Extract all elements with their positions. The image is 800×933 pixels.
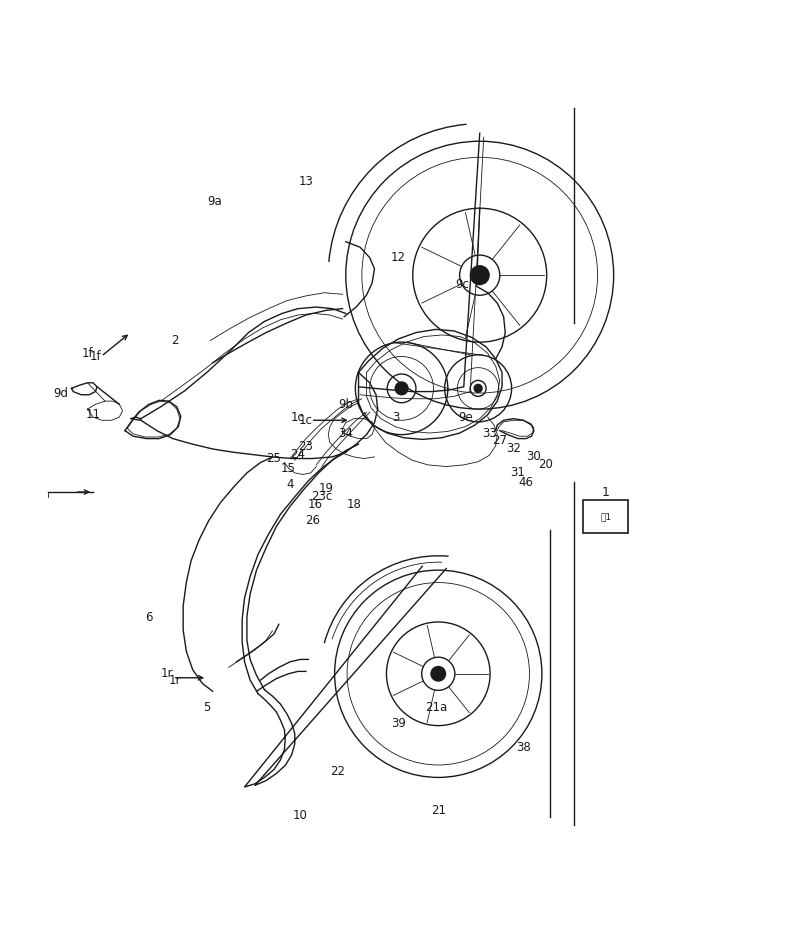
Text: 24: 24 [290,448,306,461]
Text: 16: 16 [307,498,322,511]
Text: 23c: 23c [311,491,333,503]
Text: 33: 33 [482,426,497,439]
Text: 1f: 1f [90,350,102,363]
Text: 9d: 9d [54,386,69,399]
Text: 18: 18 [346,498,361,511]
Text: 図1: 図1 [600,512,611,522]
Text: 9b: 9b [338,397,354,411]
Text: 21a: 21a [425,701,447,714]
Text: 10: 10 [293,809,308,822]
Text: 21: 21 [430,804,446,817]
Text: 9c: 9c [455,278,469,291]
Text: 38: 38 [516,741,531,754]
Text: 5: 5 [203,701,210,714]
Circle shape [431,666,446,681]
Text: 9a: 9a [208,195,222,208]
Text: 31: 31 [510,466,526,480]
Text: 1r: 1r [160,667,173,680]
Text: 1c: 1c [290,411,304,424]
Text: 34: 34 [338,426,354,439]
Text: 46: 46 [518,476,534,489]
Text: 1r: 1r [169,674,182,687]
Text: 9e: 9e [458,411,473,424]
Text: 1c: 1c [299,413,313,426]
Text: 32: 32 [506,442,521,455]
Text: 12: 12 [391,251,406,264]
Circle shape [470,266,489,285]
Text: 3: 3 [392,411,400,424]
Text: 23: 23 [298,440,314,453]
Text: 2: 2 [171,334,179,347]
Text: 39: 39 [391,717,406,730]
Circle shape [395,382,408,395]
Text: 11: 11 [86,408,101,421]
Text: 26: 26 [305,514,320,527]
FancyBboxPatch shape [583,500,628,534]
Text: 20: 20 [538,458,553,471]
Text: 22: 22 [330,764,346,777]
Text: 6: 6 [145,611,153,624]
Text: 4: 4 [286,478,294,491]
Text: 1f: 1f [82,347,93,360]
Text: 27: 27 [492,435,507,448]
Text: 13: 13 [298,174,314,188]
Text: 30: 30 [526,451,542,464]
Text: 19: 19 [319,482,334,495]
Text: 15: 15 [281,462,296,475]
Text: 1: 1 [602,485,610,498]
Circle shape [474,384,482,393]
Text: 25: 25 [266,452,282,465]
